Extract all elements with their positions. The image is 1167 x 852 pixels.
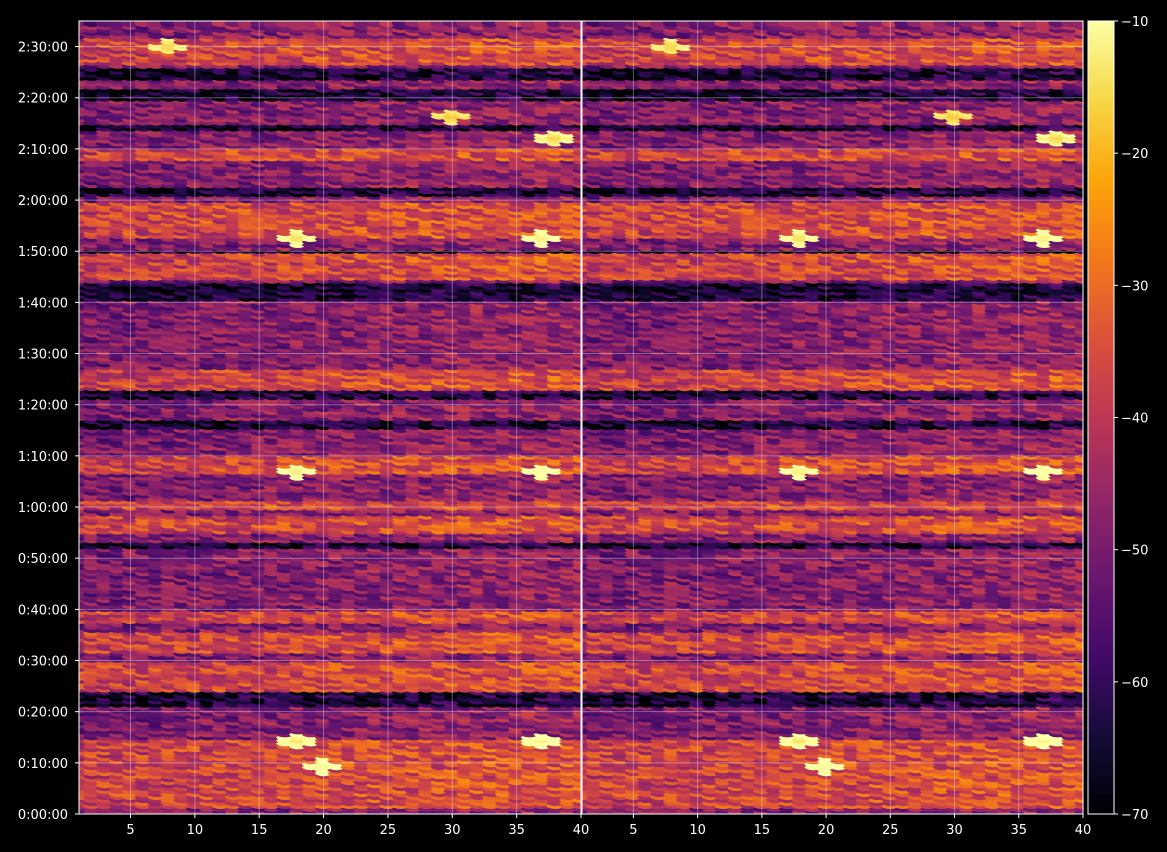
heatmap-cells-left bbox=[79, 21, 581, 814]
heatmap-panel-left bbox=[78, 20, 582, 815]
